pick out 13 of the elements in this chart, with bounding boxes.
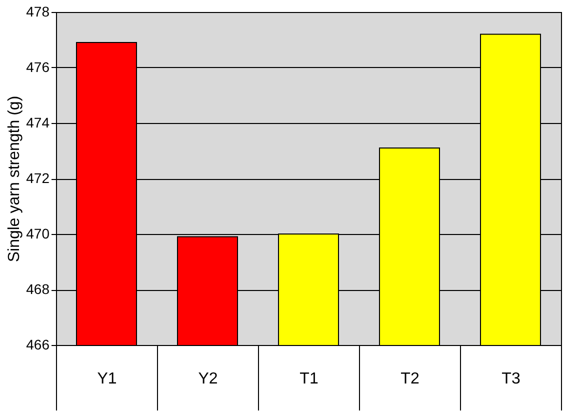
y-tick-label: 478	[26, 4, 50, 20]
y-tick-label: 466	[26, 336, 50, 352]
y-tick-label: 468	[26, 281, 50, 297]
y-tick-label: 472	[26, 170, 50, 186]
x-tick-label: T2	[400, 370, 420, 388]
x-tick-label: T1	[300, 370, 318, 388]
y-tick-label: 470	[26, 226, 50, 242]
y-axis-title: Single yarn strength (g)	[6, 96, 24, 262]
y-tick-label: 474	[26, 114, 50, 130]
x-tick-label: Y1	[97, 370, 117, 388]
y-tick-label: 476	[26, 59, 50, 75]
x-tick-label: Y2	[198, 370, 218, 388]
x-tick-label: T3	[502, 370, 520, 388]
